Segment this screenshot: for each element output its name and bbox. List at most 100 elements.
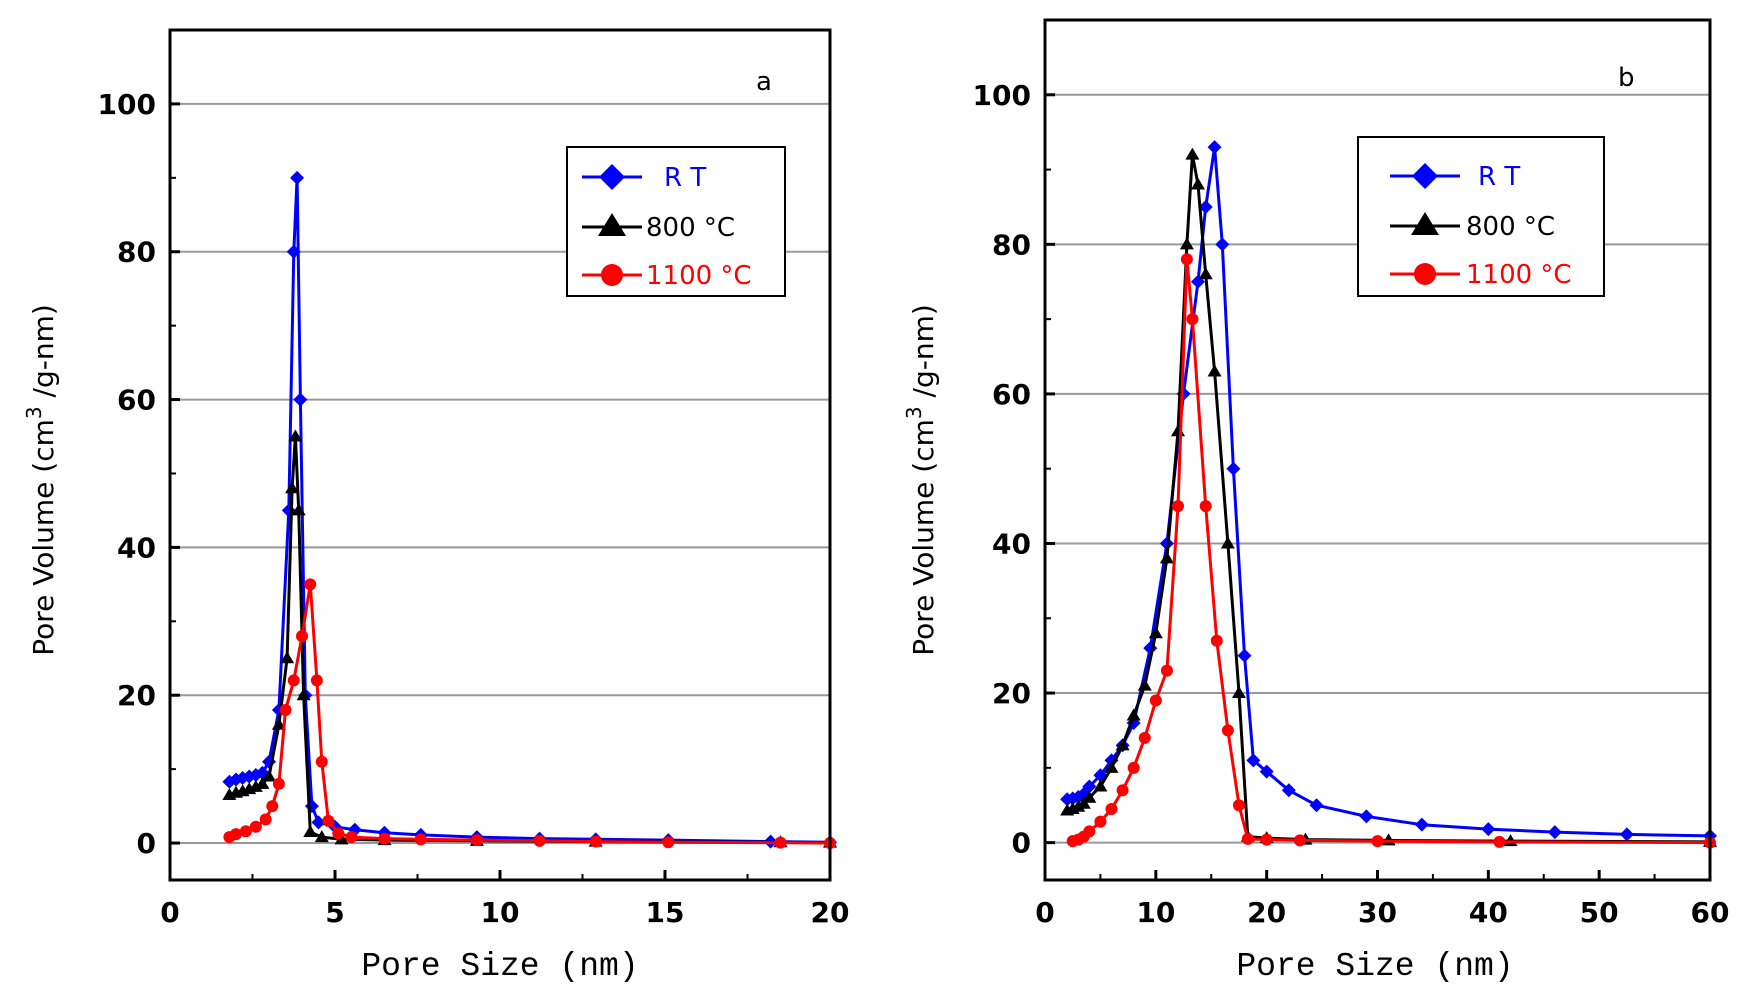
data-point-b-1100-c-8 [1138,731,1151,744]
panel-letter-b: b [1618,63,1635,93]
data-point-b-r-t-16 [1226,461,1241,476]
data-point-b-r-t-23 [1414,817,1429,832]
data-point-a-r-t-10 [290,170,305,185]
data-point-a-1100-c-9 [296,630,308,643]
legend-a-label-800: 800 °C [646,213,735,243]
data-point-b-1100-c-21 [1371,835,1384,848]
data-point-a-1100-c-18 [470,834,483,847]
data-point-b-1100-c-10 [1160,664,1173,677]
data-point-a-800-c-8 [280,651,295,664]
data-point-b-1100-c-15 [1210,634,1223,647]
data-point-a-800-c-13 [303,824,318,837]
data-point-b-r-t-21 [1309,798,1324,813]
data-point-b-800-c-19 [1231,686,1246,699]
data-point-b-r-t-24 [1481,822,1496,837]
data-point-a-800-c-6 [262,769,276,782]
y-axis-label-a-tail: /g-nm) [27,304,60,406]
data-point-b-r-t-14 [1207,140,1222,155]
data-point-b-800-c-7 [1115,738,1130,751]
legend-a: R T 800 °C 1100 °C [566,146,786,297]
legend-b-circle-icon [1414,263,1436,285]
data-point-a-1100-c-22 [774,836,787,849]
x-axis-label-a: Pore Size (nm) [361,948,638,985]
data-point-b-r-t-4 [1082,779,1097,794]
series-layer-b [1060,140,1717,849]
data-point-b-800-c-18 [1220,536,1235,549]
data-point-b-800-c-13 [1179,237,1194,250]
data-point-b-r-t-18 [1246,753,1261,768]
data-point-b-1100-c-4 [1094,815,1107,828]
y-axis-label-b-sup: 3 [902,406,926,419]
legend-b-box [1357,136,1605,297]
legend-a-item-rt: R T [582,163,706,193]
data-point-b-800-c-8 [1126,708,1141,721]
x-tick-label-b-10: 10 [1136,896,1175,929]
data-point-b-1100-c-6 [1116,784,1129,797]
data-point-b-800-c-6 [1104,760,1119,773]
data-point-b-800-c-10 [1148,626,1163,639]
y-axis-label-a: Pore Volume (cm3 /g-nm) [22,304,60,656]
y-tick-label-b-80: 80 [992,228,1031,261]
data-point-a-1100-c-6 [272,777,285,790]
legend-a-label-1100: 1100 °C [646,261,752,291]
data-point-b-1100-c-9 [1149,694,1162,707]
y-tick-label-b-40: 40 [992,527,1031,560]
data-point-b-800-c-4 [1082,790,1097,803]
legend-b-label-800: 800 °C [1466,212,1555,242]
data-point-a-800-c-7 [271,717,286,730]
data-point-b-r-t-20 [1281,783,1296,798]
data-point-b-800-c-11 [1159,551,1174,564]
data-point-b-1100-c-19 [1260,833,1273,846]
data-point-b-800-c-14 [1185,147,1200,160]
x-tick-label-a-10: 10 [481,896,520,929]
y-axis-label-b: Pore Volume (cm3 /g-nm) [902,304,940,656]
data-point-a-1100-c-2 [239,825,252,838]
ticks-a: 0 20 40 60 80 100 0 5 10 15 20 [98,88,850,929]
data-point-b-800-c-16 [1198,267,1213,280]
x-tick-label-a-0: 0 [160,896,179,929]
data-point-b-800-c-17 [1207,364,1222,377]
data-point-b-1100-c-18 [1241,832,1254,845]
data-point-a-1100-c-3 [249,820,262,833]
legend-a-label-rt: R T [664,163,706,193]
data-point-b-r-t-22 [1359,809,1374,824]
data-point-a-1100-c-21 [662,836,675,849]
data-point-a-1100-c-14 [332,827,345,840]
legend-a-triangle-icon [598,213,626,236]
x-tick-label-b-50: 50 [1580,896,1619,929]
y-tick-label-b-100: 100 [973,79,1031,112]
legend-b-item-1100: 1100 °C [1390,260,1572,290]
series-line-b-r-t [1067,145,1711,838]
data-point-a-1100-c-13 [322,814,335,827]
data-point-a-1100-c-15 [345,831,358,844]
data-point-a-1100-c-7 [279,704,292,716]
data-point-b-1100-c-5 [1105,802,1118,815]
x-tick-label-a-20: 20 [811,896,850,929]
y-tick-label-a-20: 20 [117,679,156,712]
series-layer-a [222,170,837,850]
data-point-a-1100-c-4 [259,813,272,826]
y-tick-label-a-100: 100 [98,88,156,121]
data-point-b-r-t-13 [1198,199,1213,214]
legend-b-item-800: 800 °C [1390,212,1555,242]
legend-a-circle-icon [601,264,623,286]
y-axis-label-a-main: Pore Volume (cm [27,419,60,656]
data-point-b-1100-c-20 [1293,834,1306,847]
x-tick-label-b-40: 40 [1469,896,1508,929]
x-tick-label-a-15: 15 [646,896,685,929]
data-point-b-800-c-5 [1093,779,1108,792]
x-tick-label-a-5: 5 [325,896,344,929]
y-axis-label-b-main: Pore Volume (cm [907,419,940,656]
data-point-b-1100-c-12 [1180,253,1193,266]
legend-a-item-1100: 1100 °C [582,261,752,291]
data-point-b-800-c-15 [1190,177,1205,190]
y-tick-label-a-0: 0 [137,827,156,860]
x-tick-label-b-60: 60 [1691,896,1730,929]
data-point-a-800-c-10 [288,429,303,442]
x-axis-label-b: Pore Size (nm) [1236,948,1513,985]
data-point-b-1100-c-13 [1186,313,1199,326]
data-point-a-800-c-11 [291,503,306,516]
data-point-b-1100-c-11 [1172,500,1184,513]
x-tick-label-b-20: 20 [1247,896,1286,929]
data-point-a-r-t-14 [311,815,326,830]
